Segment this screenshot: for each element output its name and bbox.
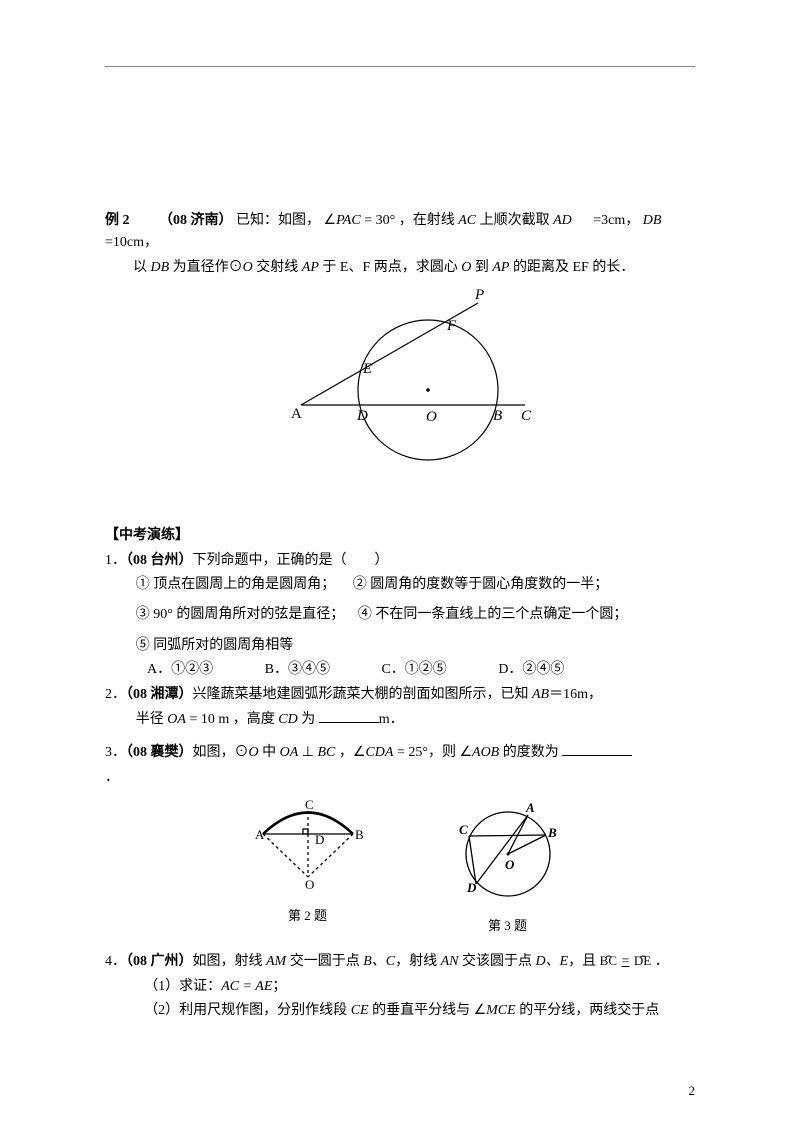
ex2-label: 例 2 (105, 213, 130, 228)
q2-blank[interactable] (319, 708, 379, 723)
q2-line2: 半径 OA = 10 m ，高度 CD 为 m． (105, 708, 700, 731)
q3-blank[interactable] (562, 741, 632, 756)
figure-ex2: P F E A D O B C (263, 285, 543, 475)
page-number: 2 (689, 1081, 696, 1102)
q4-sub2: （2）利用尺规作图，分别作线段 CE 的垂直平分线与 ∠MCE 的平分线，两线交… (105, 1000, 700, 1022)
q1-options: A．①②③ B．③④⑤ C．①②⑤ D．②④⑤ (105, 659, 700, 681)
ex2-10cm: =10cm， (105, 235, 158, 250)
svg-text:B: B (547, 825, 557, 840)
svg-text:D: D (356, 408, 368, 424)
ex2-ad: AD (553, 213, 572, 228)
svg-text:E: E (362, 361, 372, 377)
svg-text:D: D (315, 832, 324, 847)
figure-q2-container: A B C D O 第 2 题 (233, 799, 383, 937)
q4-sub1: （1）求证：AC = AE； (105, 976, 700, 998)
ex2-t1a: 已知：如图， (236, 213, 320, 228)
page-top-rule (105, 66, 695, 67)
ex2-ac: AC (458, 213, 476, 228)
figure-q2: A B C D O (233, 799, 383, 894)
q3: 3．（08 襄樊）如图，⊙O 中 OA ⊥ BC ，∠CDA = 25°，则 ∠… (105, 741, 700, 764)
svg-text:C: C (305, 799, 314, 812)
q1: 1．（08 台州）下列命题中，正确的是（ ） (105, 550, 700, 572)
svg-text:A: A (525, 800, 535, 815)
q1-s12: ① 顶点在圆周上的角是圆周角； ② 圆周角的度数等于圆心角度数的一半； (105, 574, 700, 596)
svg-text:F: F (446, 318, 457, 334)
q1-s34: ③ 90° 的圆周角所对的弦是直径； ④ 不在同一条直线上的三个点确定一个圆； (105, 604, 700, 626)
figures-row: A B C D O 第 2 题 (105, 799, 700, 937)
ex2-t1c: 上顺次截取 (480, 213, 554, 228)
ex2-3cm: =3cm， (593, 213, 639, 228)
figure-q3: A B C D O (443, 799, 573, 904)
svg-text:C: C (521, 408, 532, 424)
svg-text:A: A (291, 406, 302, 422)
q1-s5: ⑤ 同弧所对的圆周角相等 (105, 635, 700, 657)
svg-text:O: O (426, 409, 437, 425)
ex2-line2: 以 DB 为直径作⊙O 交射线 AP 于 E、F 两点，求圆心 O 到 AP 的… (105, 257, 700, 279)
ex2-angle: ∠PAC = 30° (324, 213, 396, 228)
practice-title: 【中考演练】 (105, 525, 700, 547)
document-content: 例 2 （08 济南） 已知：如图， ∠PAC = 30° ，在射线 AC 上顺… (105, 210, 700, 1022)
svg-text:O: O (505, 857, 515, 872)
svg-text:C: C (459, 822, 468, 837)
svg-text:B: B (355, 827, 364, 842)
figure-q3-container: A B C D O 第 3 题 (443, 799, 573, 937)
fig2-caption: 第 2 题 (233, 906, 383, 927)
ex2-source: （08 济南） (159, 213, 233, 228)
ex2-t1b: ，在射线 (399, 213, 459, 228)
q2: 2．（08 湘潭）兴隆蔬菜基地建圆弧形蔬菜大棚的剖面如图所示，已知 AB＝16m… (105, 684, 700, 706)
arc-de: ⌢DE (634, 951, 651, 972)
svg-text:O: O (305, 877, 314, 892)
svg-text:A: A (255, 827, 265, 842)
fig3-caption: 第 3 题 (443, 916, 573, 937)
q3-period: ． (105, 767, 700, 789)
q4: 4．（08 广州）如图，射线 AM 交一圆于点 B、C，射线 AN 交该圆于点 … (105, 951, 700, 973)
svg-text:D: D (466, 880, 477, 895)
arc-bc: ⌢BC (600, 951, 617, 972)
svg-text:B: B (493, 408, 502, 424)
example-2: 例 2 （08 济南） 已知：如图， ∠PAC = 30° ，在射线 AC 上顺… (105, 210, 700, 255)
arc-eq-under: = (622, 954, 630, 969)
svg-text:P: P (474, 287, 484, 303)
ex2-db: DB (643, 213, 662, 228)
